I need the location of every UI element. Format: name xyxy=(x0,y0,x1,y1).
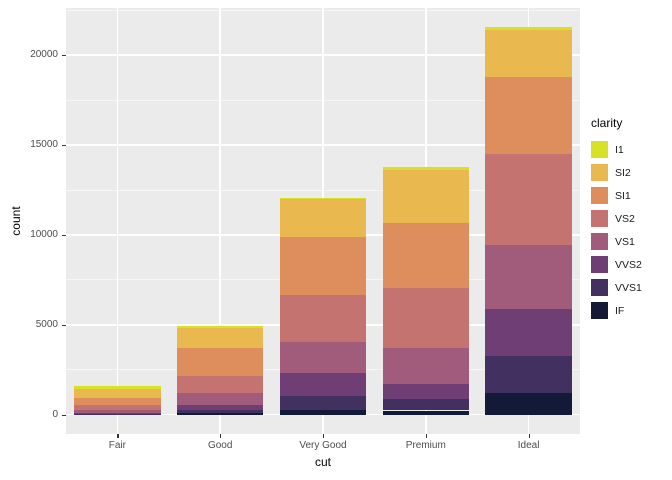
legend-key: VS1 xyxy=(591,230,671,253)
bar-segment-if xyxy=(485,392,572,415)
bar-segment-si2 xyxy=(279,199,367,237)
legend-key-label: SI1 xyxy=(615,189,631,202)
legend-swatch xyxy=(591,210,608,227)
legend-swatch xyxy=(591,256,608,273)
y-tick-label: 5000 xyxy=(35,318,58,330)
bar-segment-vs2 xyxy=(177,375,264,394)
legend-swatch xyxy=(591,164,608,181)
legend-key-label: I1 xyxy=(615,143,624,156)
bar-segment-vvs2 xyxy=(382,383,469,400)
bar-segment-vvs1 xyxy=(382,399,469,411)
y-tick-label: 15000 xyxy=(30,139,58,151)
bar-segment-vs1 xyxy=(382,348,469,384)
x-tick-label: Premium xyxy=(405,440,446,451)
plot-panel xyxy=(66,8,580,434)
bar-segment-si1 xyxy=(382,223,469,288)
legend-key: IF xyxy=(591,299,671,322)
bar-segment-i1 xyxy=(485,27,572,30)
x-tick-mark xyxy=(117,434,119,438)
bar-segment-vvs1 xyxy=(177,410,264,414)
bar-segment-si2 xyxy=(382,170,469,224)
x-tick-label: Very Good xyxy=(299,440,347,451)
bar-segment-vs2 xyxy=(74,405,161,410)
y-tick-mark xyxy=(62,55,66,57)
bar-segment-si2 xyxy=(74,389,161,398)
x-tick-mark xyxy=(323,434,325,438)
y-axis-title: count xyxy=(9,206,23,236)
y-tick-label: 20000 xyxy=(30,49,58,61)
legend-swatch xyxy=(591,279,608,296)
bar-segment-si2 xyxy=(485,29,572,77)
legend-swatch xyxy=(591,187,608,204)
bar-segment-if xyxy=(382,410,469,415)
legend-swatch xyxy=(591,302,608,319)
bar-segment-i1 xyxy=(74,385,161,390)
bar-segment-vs1 xyxy=(279,341,367,374)
legend-key: VVS1 xyxy=(591,276,671,299)
bar-segment-vvs1 xyxy=(485,356,572,393)
bar-segment-vvs2 xyxy=(177,404,264,410)
legend-swatch xyxy=(591,141,608,158)
legend-key-label: VVS1 xyxy=(615,281,642,294)
y-tick-mark xyxy=(62,145,66,147)
legend-title: clarity xyxy=(591,116,623,130)
bar-segment-vvs2 xyxy=(485,309,572,357)
bar-segment-si1 xyxy=(485,76,572,154)
bar-segment-i1 xyxy=(382,166,469,171)
y-tick-mark xyxy=(62,234,66,237)
legend-key: VVS2 xyxy=(591,253,671,276)
bar-segment-if xyxy=(177,413,264,415)
legend-keys: I1 SI2 SI1 VS2 VS1 VVS2 VVS1 IF xyxy=(591,138,671,322)
legend-key-label: VS2 xyxy=(615,212,635,225)
bar-segment-i1 xyxy=(177,326,264,329)
legend-key-label: SI2 xyxy=(615,166,631,179)
x-tick-mark xyxy=(425,434,427,438)
gridline-major-vertical xyxy=(219,8,221,434)
y-tick-mark xyxy=(62,324,66,326)
bar-segment-si1 xyxy=(74,397,161,406)
legend-key: SI1 xyxy=(591,184,671,207)
bar-segment-vs2 xyxy=(382,287,469,349)
y-tick-mark xyxy=(62,414,66,416)
y-tick-label: 10000 xyxy=(30,228,58,240)
gridline-major-vertical xyxy=(116,8,119,434)
bar-segment-si1 xyxy=(279,236,367,295)
bar-segment-if xyxy=(279,409,367,415)
bar-segment-vs1 xyxy=(177,393,264,405)
y-tick-label: 0 xyxy=(52,408,58,420)
legend-key-label: IF xyxy=(615,304,625,317)
x-tick-mark xyxy=(220,434,222,438)
legend-key-label: VVS2 xyxy=(615,258,642,271)
x-tick-label: Ideal xyxy=(517,440,540,451)
bar-segment-vs1 xyxy=(74,409,161,413)
legend-key: SI2 xyxy=(591,161,671,184)
bar-segment-vs1 xyxy=(485,244,572,310)
x-tick-label: Fair xyxy=(108,440,126,451)
x-tick-label: Good xyxy=(207,440,233,451)
bar-segment-vvs2 xyxy=(279,373,367,396)
bar-segment-si1 xyxy=(177,347,264,376)
x-tick-mark xyxy=(528,434,530,438)
legend: clarity I1 SI2 SI1 VS2 VS1 VVS2 VVS1 IF xyxy=(591,116,671,322)
x-axis-title: cut xyxy=(314,455,331,469)
bar-segment-vs2 xyxy=(279,294,367,342)
legend-key: VS2 xyxy=(591,207,671,230)
bar-segment-i1 xyxy=(279,197,367,200)
legend-key: I1 xyxy=(591,138,671,161)
bar-segment-vvs2 xyxy=(74,412,161,415)
bar-segment-vvs1 xyxy=(279,395,367,410)
legend-swatch xyxy=(591,233,608,250)
legend-key-label: VS1 xyxy=(615,235,635,248)
bar-segment-si2 xyxy=(177,328,264,348)
bar-segment-vs2 xyxy=(485,153,572,245)
